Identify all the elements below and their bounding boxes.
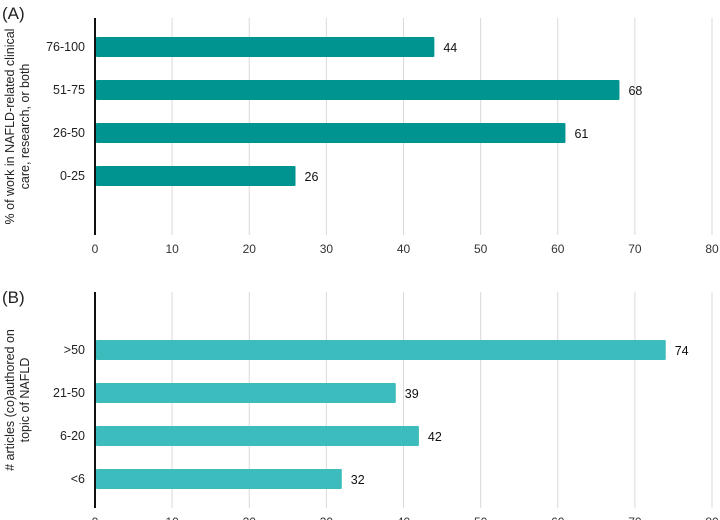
panel-b-bar [96,426,419,446]
panel-b-category-label: 21-50 [53,386,85,400]
panel-a-data-label: 61 [574,127,588,141]
panel-b-label: (B) [2,288,25,307]
panel-b-y-axis-label-line: # articles (co)authored on [3,329,17,471]
panel-a-data-label: 26 [305,170,319,184]
panel-b-data-label: 74 [675,344,689,358]
panel-b-category-label: >50 [64,343,85,357]
panel-b-x-tick-label: 30 [320,515,334,520]
panel-a-x-tick-label: 70 [628,242,642,256]
panel-a-bar [96,166,296,186]
panel-a-data-label: 68 [628,84,642,98]
panel-a-x-tick-label: 10 [165,242,179,256]
panel-b-x-tick-label: 40 [397,515,411,520]
panel-b-category-label: <6 [71,472,85,486]
panel-b-x-tick-label: 10 [165,515,179,520]
panel-b-x-tick-label: 20 [243,515,257,520]
panel-a-x-tick-label: 20 [243,242,257,256]
panel-a-category-label: 51-75 [53,83,85,97]
panel-a-y-axis-label-line: care, research, or both [18,64,32,190]
panel-a-x-tick-label: 50 [474,242,488,256]
panel-a-label: (A) [2,4,25,23]
panel-a-x-tick-label: 0 [92,242,99,256]
panel-b-data-label: 32 [351,473,365,487]
panel-a-x-tick-label: 60 [551,242,565,256]
panel-a-category-label: 0-25 [60,169,85,183]
panel-a-x-tick-label: 30 [320,242,334,256]
panel-b-x-tick-label: 50 [474,515,488,520]
panel-b-y-axis-label: # articles (co)authored ontopic of NAFLD [3,329,32,471]
panel-a-category-label: 26-50 [53,126,85,140]
panel-a-bar [96,123,566,143]
panel-b-bar [96,340,666,360]
panel-b-x-tick-label: 0 [92,515,99,520]
panel-a-y-axis-label-line: % of work in NAFLD-related clinical [3,29,17,225]
panel-b-y-axis-label-line: topic of NAFLD [18,358,32,443]
panel-a-y-axis-label: % of work in NAFLD-related clinicalcare,… [3,29,32,225]
panel-a-bar [96,37,435,57]
panel-b-data-label: 42 [428,430,442,444]
panel-b-bar [96,383,396,403]
panel-b-bar [96,469,342,489]
panel-a-x-tick-label: 80 [705,242,719,256]
panel-a-x-tick-label: 40 [397,242,411,256]
panel-b-x-tick-label: 80 [705,515,719,520]
panel-a-data-label: 44 [443,41,457,55]
panel-b-data-label: 39 [405,387,419,401]
panel-a-category-label: 76-100 [46,40,85,54]
panel-a-bar [96,80,620,100]
panel-b-category-label: 6-20 [60,429,85,443]
panel-b-x-tick-label: 70 [628,515,642,520]
panel-b-x-tick-label: 60 [551,515,565,520]
